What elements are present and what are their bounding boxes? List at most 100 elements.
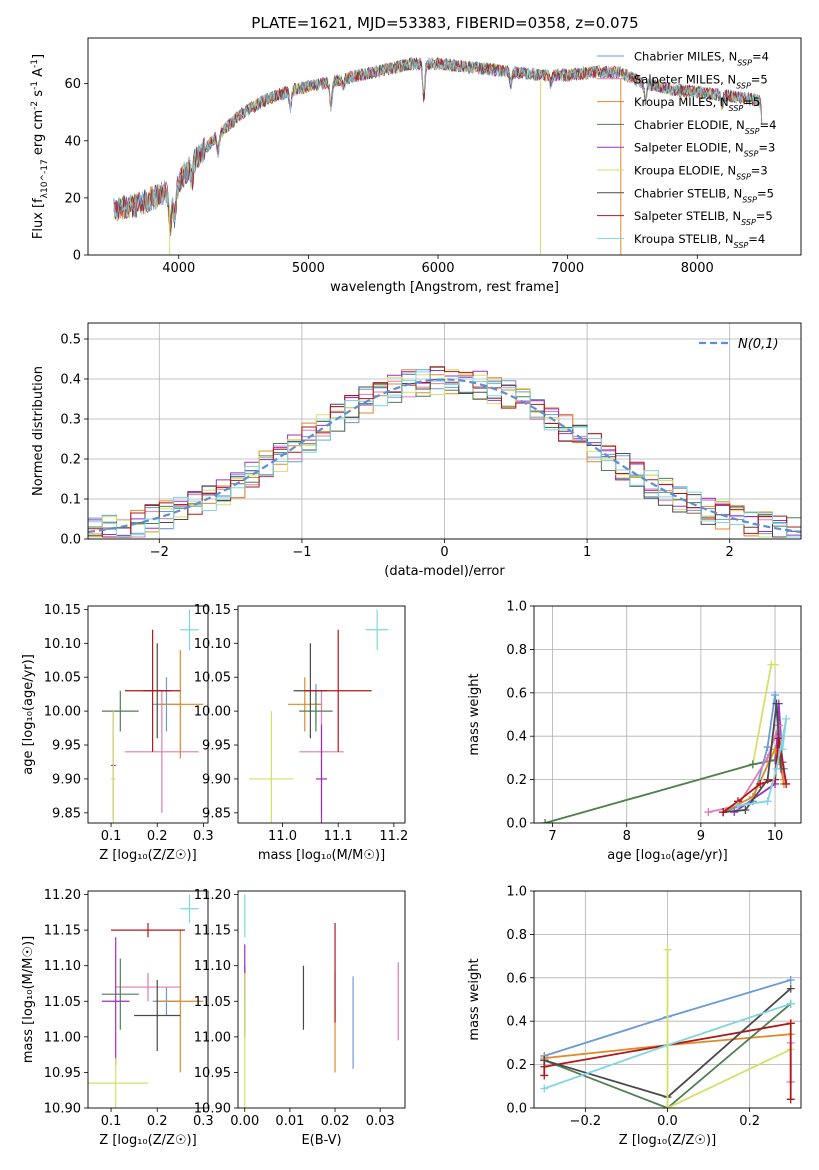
y-tick-label: 10.10 [44,637,81,652]
y-tick-label: 40 [64,134,81,149]
legend-label-kroupa_stelib: Kroupa STELIB, NSSP=4 [634,232,765,250]
y-tick-label: 0.8 [506,928,527,943]
legend-text: =4 [752,50,769,64]
axes-frame [87,605,209,824]
panel-residuals: −2 −1 0 1 2 0.0 0.1 0.2 0.3 0.4 0.5 (data-model)/er… [31,322,802,579]
legend-label-salpeter_miles: Salpeter MILES, NSSP=5 [634,72,768,90]
spectrum-line-kroupa_stelib [113,57,763,223]
legend-label-salpeter_elodie: Salpeter ELODIE, NSSP=3 [634,141,775,159]
legend-text: Salpeter MILES, N [634,72,736,86]
weight-marker-kroupa_stelib [540,1084,549,1093]
panel-weight_vs_Z: −0.2 0.0 0.2 0.0 0.2 0.4 0.6 0.8 1.0 Z [log₁₀(Z/Z… [467,885,802,1148]
errorbar-point-salpeter_stelib [111,923,185,938]
errorbar-point-salpeter_miles [124,690,199,813]
x-tick-label: 0 [440,545,448,560]
plot-area-residuals [88,366,801,539]
legend-text: =3 [758,141,775,155]
panel-mass_vs_ebv: 0.00 0.01 0.02 0.03 10.90 10.95 11.00 11.05 11.1… [194,888,406,1148]
y-tick-label: 0.4 [506,730,527,745]
label-script: -1 [30,81,40,90]
legend-text: =4 [760,118,777,132]
x-tick-label: 0.1 [101,829,122,844]
y-axis-label: age [log₁₀(age/yr)] [21,654,36,775]
y-tick-label: 10.15 [44,603,81,618]
legend-text: Kroupa MILES, N [634,95,729,109]
grid-weight_vs_age [534,605,801,824]
y-tick-label: 0.4 [506,1015,527,1030]
y-tick-label: 10.95 [44,1066,81,1081]
weight-marker-salpeter_stelib [719,808,728,817]
weight-marker-chabrier_stelib [772,699,781,708]
label-part: A [31,68,46,81]
legend-label-normal: N(0,1) [738,337,779,352]
x-axis-label: Z [log₁₀(Z/Z☉)] [99,848,196,863]
panel-mass_vs_Z: 0.1 0.2 0.3 10.90 10.95 11.00 11.05 11.10 11.15 1… [21,888,214,1148]
legend-text: =4 [748,232,765,246]
weight-marker-chabrier_stelib [741,805,750,814]
y-tick-label: 10.90 [194,1102,231,1117]
x-tick-label: 0.0 [657,1114,678,1129]
errorbar-point-chabrier_elodie [299,690,333,732]
x-axis-label: mass [log₁₀(M/M☉)] [258,848,385,863]
axes-frame [237,890,406,1109]
y-axis-label: mass [log₁₀(M/M☉)] [21,936,36,1063]
y-tick-label: 10.15 [194,603,231,618]
y-tick-label: 0.8 [506,643,527,658]
panel-spectrum: 4000 5000 6000 7000 8000 0 20 40 60 wavelength [A… [30,37,802,295]
x-tick-label: 0.1 [101,1114,122,1129]
label-part: s [31,90,46,101]
y-tick-label: 20 [64,191,81,206]
x-tick-label: −1 [292,545,311,560]
plot-area-weight_vs_Z [540,945,795,1108]
x-tick-label: 0.2 [147,1114,168,1129]
y-tick-label: 0.4 [60,373,81,388]
y-tick-label: 0.2 [506,773,527,788]
weight-marker-kroupa_elodie [663,945,672,954]
x-tick-label: 11.2 [379,829,408,844]
legend-text: =5 [751,72,768,86]
weight-marker-kroupa_stelib [786,999,795,1008]
legend-label-salpeter_stelib: Salpeter STELIB, NSSP=5 [634,209,773,227]
legend-label-chabrier_stelib: Chabrier STELIB, NSSP=5 [634,186,774,204]
legend-text: Kroupa ELODIE, N [634,164,736,178]
weight-marker-salpeter_stelib [540,1071,549,1080]
weight-marker-chabrier_elodie [748,760,757,769]
y-tick-label: 10.10 [194,637,231,652]
y-tick-label: 10.05 [194,671,231,686]
y-tick-label: 0.6 [506,971,527,986]
x-tick-label: 9 [697,829,705,844]
y-tick-label: 1.0 [506,600,527,615]
errorbar-point-salpeter_stelib [124,629,181,752]
legend-text: Chabrier MILES, N [634,50,737,64]
y-tick-label: 60 [64,77,81,92]
axes-frame [533,605,802,824]
y-axis-label: mass weight [467,958,482,1040]
errorbar-point-kroupa_elodie [249,711,294,823]
axes-frame [87,322,802,540]
label-part: wavelength [Angstrom, rest frame] [330,280,559,295]
weight-marker-kroupa_stelib [772,764,781,773]
y-tick-label: 0.0 [506,817,527,832]
errorbar-point-kroupa_stelib [180,894,199,924]
label-script: λ10^-17 [40,159,50,198]
errorbar-point-kroupa_miles [157,930,204,1073]
legend-sub: SSP [745,126,760,135]
y-tick-label: 11.05 [44,995,81,1010]
label-script: -2 [30,101,40,110]
panel-age_vs_mass: 11.0 11.1 11.2 9.85 9.90 9.95 10.00 10.05 10.10 1… [194,603,409,863]
histogram-chabrier_stelib [88,379,801,539]
axes-frame [87,890,209,1109]
y-tick-label: 9.90 [52,772,81,787]
errorbar-point-kroupa_elodie [88,1058,148,1108]
weight-marker-salpeter_stelib [786,1019,795,1028]
plot-area-age_vs_mass [249,609,389,823]
y-tick-label: 11.20 [194,888,231,903]
weight-marker-chabrier_miles [763,743,772,752]
weight-marker-chabrier_stelib [540,1056,549,1065]
weight-marker-chabrier_elodie [541,819,550,823]
residuals-legend: N(0,1) [699,337,779,352]
x-tick-label: 8000 [681,261,714,276]
errorbar-point-kroupa_elodie [111,711,116,823]
